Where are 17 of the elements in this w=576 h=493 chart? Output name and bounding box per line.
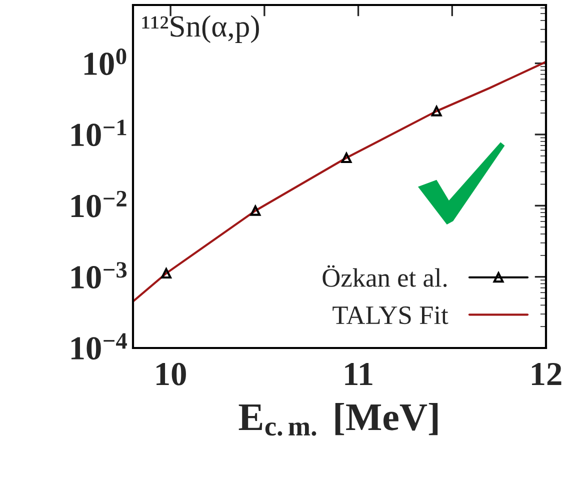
x-axis-title: E$_{c.m.}$ [MeV]	[238, 402, 438, 436]
x-tick-label: 12	[532, 362, 562, 386]
point	[341, 152, 352, 164]
point	[250, 205, 261, 216]
y-tick-label: 10$^{−4}$	[71, 333, 127, 360]
point	[431, 106, 442, 116]
annotation: ¹¹²Sn(α,p)	[142, 15, 259, 43]
legend-label: Özkan et al.	[322, 265, 447, 287]
y-tick-label: 10$^{−3}$	[71, 262, 127, 289]
y-tick-label: 10$^{−1}$	[71, 120, 126, 146]
legend-label: TALYS Fit	[332, 306, 448, 324]
y-tick-label: 10$^{−2}$	[71, 190, 126, 218]
x-tick-label: 11	[345, 363, 372, 386]
point	[161, 268, 172, 279]
y-tick-label: 10$^{0}$	[84, 48, 126, 76]
x-tick-label: 10	[156, 362, 186, 386]
line-series	[133, 60, 546, 303]
